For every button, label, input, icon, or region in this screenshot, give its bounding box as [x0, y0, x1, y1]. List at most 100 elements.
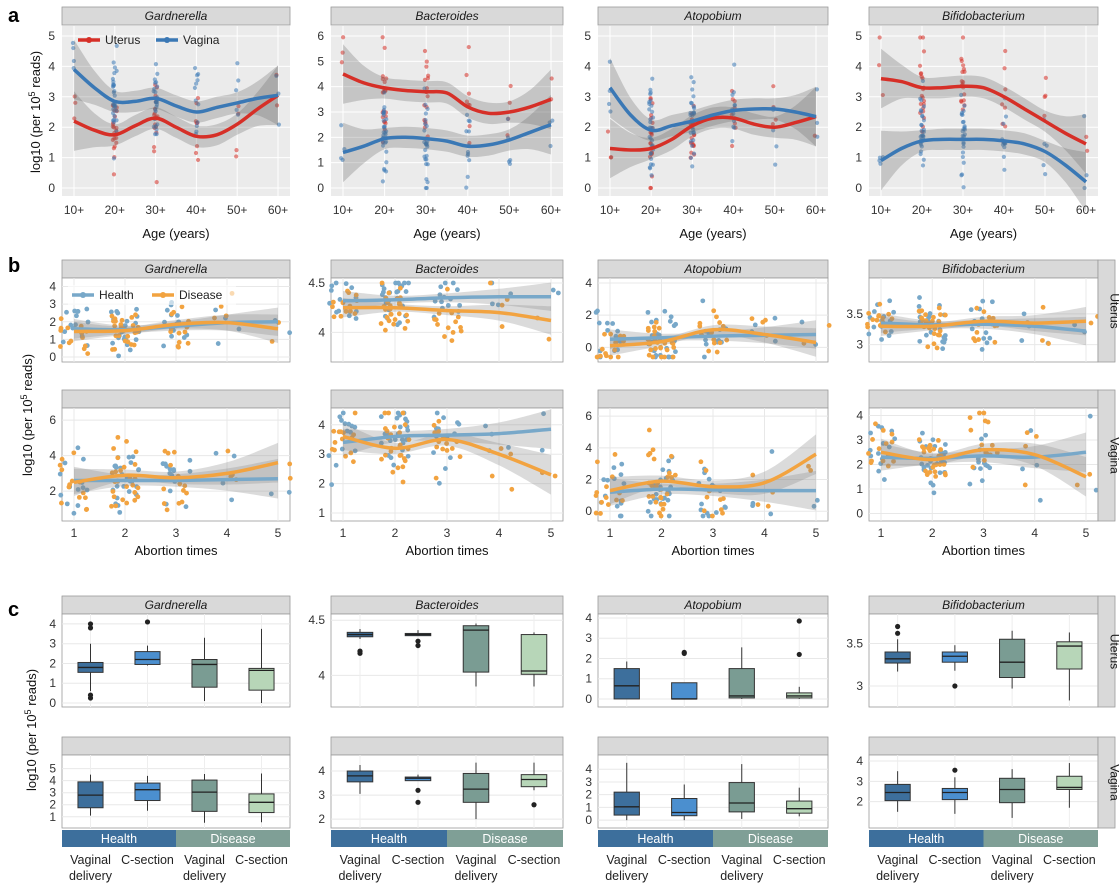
c-box: [884, 651, 911, 664]
b-x-axis-label: Abortion times: [405, 543, 489, 558]
b-point-disease: [1040, 338, 1045, 343]
c-xtick-label: Vaginal: [877, 853, 918, 867]
a-point-vagina: [732, 62, 737, 67]
c-plot-bg-6: [597, 754, 829, 829]
b-point-health: [891, 309, 897, 315]
b-point-health: [431, 450, 436, 456]
b-point-health: [115, 310, 121, 316]
a-point-vagina: [153, 132, 158, 137]
b-point-disease: [343, 453, 348, 459]
b-ytick-label: 4: [318, 418, 325, 432]
b-point-disease: [118, 468, 123, 473]
b-point-health: [397, 424, 403, 430]
b-point-health: [62, 460, 68, 466]
b-point-health: [215, 341, 221, 346]
a-point-vagina: [154, 127, 159, 132]
b-point-disease: [866, 450, 871, 456]
b-point-disease: [594, 459, 600, 465]
a-point-vagina: [276, 122, 281, 127]
b-point-disease: [444, 448, 450, 453]
b-xtick-label: 5: [548, 526, 555, 540]
a-point-vagina: [424, 185, 429, 191]
a-point-vagina: [815, 134, 820, 139]
b-ytick-label: 3: [49, 297, 56, 311]
b-point-health: [617, 513, 623, 519]
b-point-health: [645, 309, 651, 315]
b-point-disease: [404, 312, 409, 318]
b-point-disease: [668, 453, 674, 459]
b-point-disease: [436, 429, 442, 434]
a-point-vagina: [961, 119, 966, 124]
b-ytick-label: 3: [856, 338, 863, 352]
a-point-vagina: [689, 75, 694, 80]
b-point-health: [457, 302, 463, 308]
b-point-disease: [382, 426, 388, 431]
b-point-disease: [350, 459, 356, 465]
a-ytick-label: 2: [48, 120, 55, 134]
b-point-disease: [176, 339, 182, 345]
a-point-uterus: [382, 45, 387, 50]
b-ytick-label: 2: [856, 458, 863, 472]
a-point-vagina: [961, 160, 966, 165]
a-point-uterus: [508, 83, 513, 89]
a-facet-0-strip: [61, 6, 291, 26]
a-xtick-label: 50+: [1035, 203, 1055, 217]
b-point-disease: [455, 314, 461, 320]
b-point-disease: [886, 311, 892, 317]
b-point-health: [888, 329, 894, 334]
b-point-disease: [706, 348, 712, 354]
b-point-disease: [612, 347, 618, 353]
a-ytick-label: 6: [317, 29, 324, 43]
c-plot-bg-5: [330, 754, 564, 829]
b-point-health: [183, 504, 189, 510]
b-point-disease: [489, 473, 495, 479]
a-point-vagina: [1044, 143, 1049, 148]
a-point-vagina: [959, 173, 964, 178]
a-xtick-label: 50+: [499, 203, 519, 217]
a-smooth-line-uterus: [342, 72, 552, 116]
a-x-axis-label: Age (years): [413, 226, 480, 241]
b-point-disease: [287, 475, 293, 481]
b-row-uterus-label: Uterus: [1108, 293, 1119, 328]
b-point-disease: [1040, 304, 1046, 310]
a-point-vagina: [814, 87, 820, 92]
c-group-band-disease: [176, 830, 290, 847]
a-facet-3-title: Bifidobacterium: [942, 9, 1025, 23]
b-point-disease: [390, 469, 396, 475]
b-point-disease: [124, 484, 130, 489]
b-point-disease: [755, 502, 761, 508]
a-ytick-label: 5: [584, 29, 591, 43]
b-point-disease: [934, 345, 940, 351]
b-ytick-label: 4: [49, 280, 56, 294]
b-xtick-label: 4: [761, 526, 768, 540]
b-point-disease: [58, 344, 63, 349]
a-point-vagina: [112, 88, 117, 94]
a-point-vagina: [920, 163, 926, 168]
b-smooth-line-disease: [880, 447, 1087, 479]
b-point-disease: [1033, 433, 1039, 439]
b-point-disease: [717, 320, 723, 325]
a-point-vagina: [380, 179, 385, 184]
b-xtick-label: 2: [122, 526, 129, 540]
c-ytick-label: 1: [49, 810, 56, 824]
b-point-disease: [218, 303, 224, 309]
a-point-uterus: [384, 76, 389, 81]
c-outlier-point: [144, 619, 151, 625]
a-point-vagina: [384, 129, 389, 134]
b-point-health: [916, 304, 922, 309]
b-point-disease: [649, 483, 655, 489]
b-point-disease: [885, 463, 891, 469]
b-point-disease: [865, 324, 871, 330]
b-point-health: [619, 461, 625, 467]
b-xtick-label: 3: [444, 526, 451, 540]
b-smooth-line-disease: [73, 320, 279, 334]
c-xtick-label: delivery: [338, 869, 382, 883]
a-point-vagina: [195, 78, 200, 83]
b-ytick-label: 2: [585, 473, 592, 487]
b-point-disease: [353, 292, 359, 298]
b-point-health: [287, 330, 293, 336]
c-box: [613, 668, 640, 700]
a-point-uterus: [918, 101, 923, 107]
b-smooth-line-health: [609, 332, 817, 342]
a-point-vagina: [425, 180, 430, 185]
